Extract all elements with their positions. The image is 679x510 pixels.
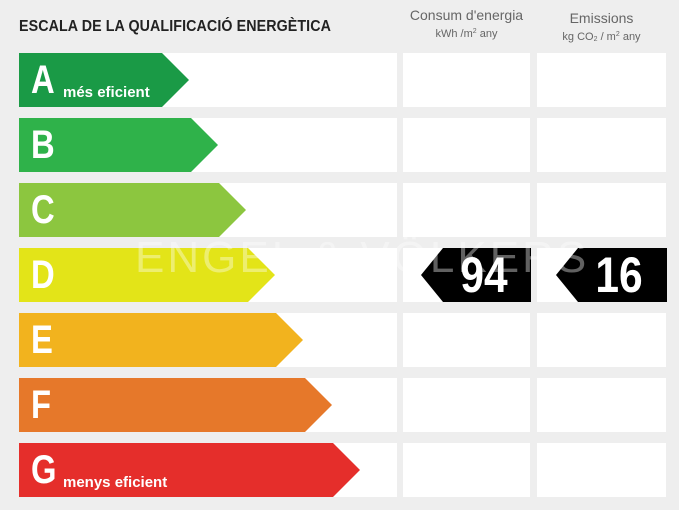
- class-label: menys eficient: [63, 474, 168, 491]
- class-letter: C: [31, 188, 55, 232]
- emissions-column-header: Emissions kg CO2 / m2 any: [537, 10, 666, 48]
- scale-row-b: B: [0, 118, 679, 172]
- class-letter: F: [31, 383, 52, 427]
- consumption-unit: kWh /m2 any: [435, 28, 498, 40]
- class-arrow-d: [19, 248, 275, 302]
- emissions-label: Emissions: [569, 10, 634, 26]
- scale-row-e: E: [0, 313, 679, 367]
- class-letter: E: [31, 318, 53, 362]
- cons-cell: [403, 183, 530, 237]
- scale-row-f: F: [0, 378, 679, 432]
- scale-row-c: C: [0, 183, 679, 237]
- page-title: ESCALA DE LA QUALIFICACIÓ ENERGÈTICA: [19, 18, 332, 35]
- cons-cell: [403, 118, 530, 172]
- consumption-value: 94: [460, 247, 508, 303]
- class-letter: D: [31, 253, 55, 297]
- cons-cell: [403, 53, 530, 107]
- class-arrow-f: [19, 378, 332, 432]
- class-arrow-b: [19, 118, 218, 172]
- consumption-label: Consum d'energia: [409, 7, 524, 23]
- class-letter: G: [31, 448, 57, 492]
- emissions-rating-badge: 16: [556, 248, 667, 302]
- class-arrow-a: [19, 53, 189, 107]
- emis-cell: [537, 378, 666, 432]
- cons-cell: [403, 313, 530, 367]
- emis-cell: [537, 183, 666, 237]
- emis-cell: [537, 443, 666, 497]
- emis-cell: [537, 313, 666, 367]
- consumption-column-header: Consum d'energia kWh /m2 any: [403, 7, 530, 42]
- emis-cell: [537, 118, 666, 172]
- class-arrow-e: [19, 313, 303, 367]
- class-label: més eficient: [63, 84, 150, 101]
- class-letter: A: [31, 58, 55, 102]
- class-arrow-c: [19, 183, 246, 237]
- consumption-rating-badge: 94: [421, 248, 531, 302]
- cons-cell: [403, 378, 530, 432]
- scale-row-d: D 94 16: [0, 248, 679, 302]
- class-letter: B: [31, 123, 55, 167]
- emissions-value: 16: [595, 247, 643, 303]
- emis-cell: [537, 53, 666, 107]
- emissions-unit: kg CO2 / m2 any: [562, 31, 641, 43]
- class-arrow-g: [19, 443, 360, 497]
- cons-cell: [403, 443, 530, 497]
